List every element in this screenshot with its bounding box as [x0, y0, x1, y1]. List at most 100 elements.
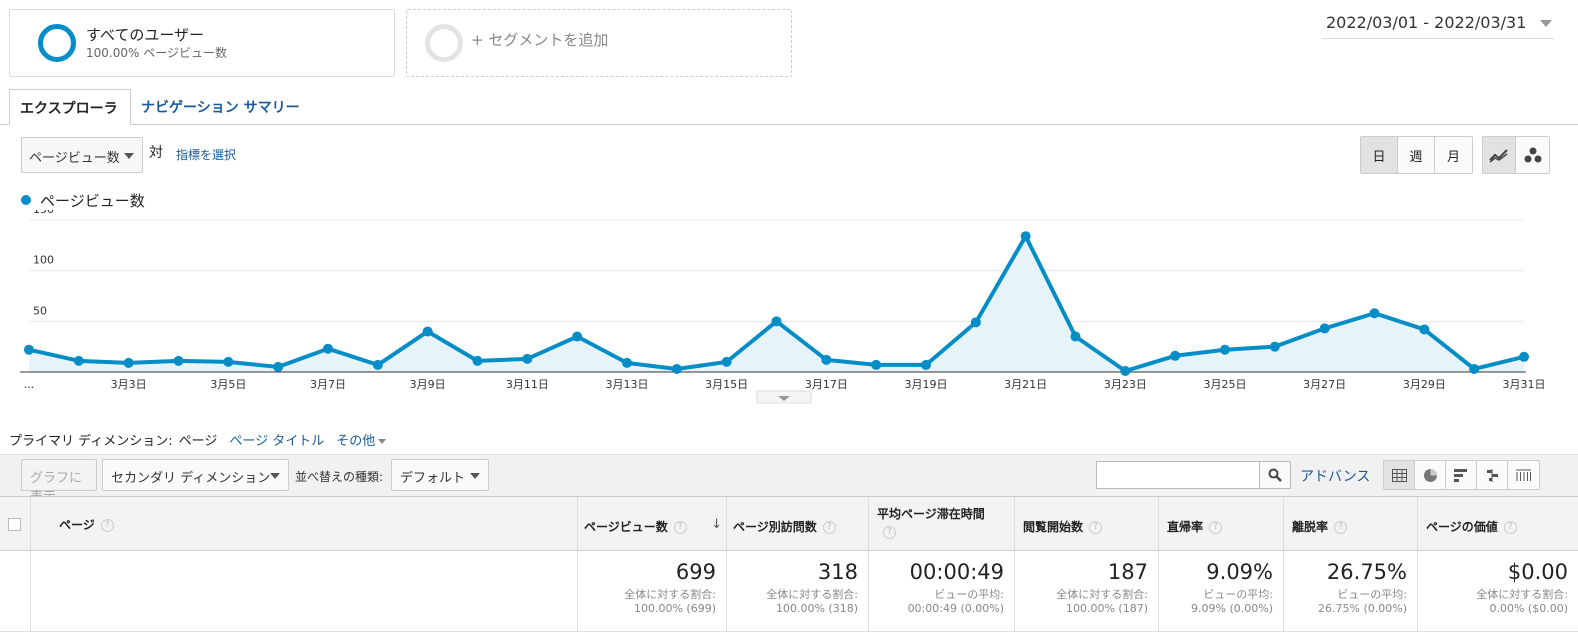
advanced-filter-link[interactable]: アドバンス [1300, 469, 1371, 485]
totals-exit-rate-sub1: ビューの平均: [1337, 588, 1407, 601]
header-exit-rate-label: 離脱率 [1292, 520, 1329, 534]
x-tick-label: 3月5日 [210, 378, 246, 391]
data-point [1269, 341, 1280, 352]
totals-entrances-sub: 全体に対する割合: 100.00% (187) [1056, 588, 1148, 616]
table-view-button[interactable] [1384, 461, 1415, 489]
totals-avg-time-sub: ビューの平均: 00:00:49 (0.00%) [908, 588, 1004, 616]
period-week-button[interactable]: 週 [1398, 137, 1435, 173]
help-icon[interactable]: ? [1334, 521, 1348, 534]
x-tick-label: 3月17日 [805, 378, 848, 391]
pivot-view-icon [1516, 469, 1531, 481]
plot-rows-button[interactable]: グラフに表示 [21, 459, 97, 505]
table-search-input[interactable] [1096, 461, 1260, 489]
data-point [323, 343, 333, 354]
legend-dot [21, 195, 31, 205]
segment-title: すべてのユーザー [86, 26, 205, 44]
totals-avg-time-value: 00:00:49 [909, 560, 1004, 584]
sort-type-label: 並べ替えの種類: [295, 470, 384, 484]
pie-view-button[interactable] [1415, 461, 1446, 489]
totals-unique-pageviews: 318 全体に対する割合: 100.00% (318) [726, 551, 868, 631]
header-entrances-label: 閲覧開始数 [1023, 520, 1084, 534]
period-day-button[interactable]: 日 [1361, 137, 1398, 173]
tab-divider [0, 124, 1578, 125]
x-tick-label: 3月3日 [111, 378, 147, 391]
data-point [1020, 231, 1031, 242]
help-icon[interactable]: ? [1503, 521, 1517, 534]
metric-select[interactable]: ページビュー数 [21, 137, 143, 173]
line-chart-button[interactable] [1483, 137, 1516, 173]
help-icon[interactable]: ? [100, 519, 114, 532]
header-bounce-rate[interactable]: 直帰率? [1158, 497, 1283, 550]
help-icon[interactable]: ? [1089, 521, 1103, 534]
metric-select-value: ページビュー数 [29, 151, 120, 166]
primary-dimension-other[interactable]: その他 [336, 434, 387, 449]
data-point [821, 354, 832, 365]
select-metric-link[interactable]: 指標を選択 [176, 148, 237, 162]
data-point [273, 361, 284, 372]
x-tick-label: 3月25日 [1204, 378, 1247, 391]
pivot-view-button[interactable] [1508, 461, 1539, 489]
help-icon[interactable]: ? [1209, 521, 1223, 534]
data-point [671, 363, 682, 374]
totals-pageviews-sub: 全体に対する割合: 100.00% (699) [624, 588, 716, 616]
tab-navigation-summary[interactable]: ナビゲーション サマリー [141, 100, 300, 116]
chevron-down-icon [1540, 20, 1552, 27]
totals-exit-rate: 26.75% ビューの平均: 26.75% (0.00%) [1283, 551, 1417, 631]
header-pageviews-label: ページビュー数 [584, 520, 668, 534]
chevron-down-icon [778, 396, 790, 401]
segment-subtitle: 100.00% ページビュー数 [86, 46, 227, 60]
totals-avg-time-sub1: ビューの平均: [934, 588, 1004, 601]
header-page[interactable]: ページ? [30, 497, 578, 550]
table-view-group [1383, 460, 1540, 490]
primary-dimension-page-title[interactable]: ページ タイトル [229, 434, 325, 449]
header-entrances[interactable]: 閲覧開始数? [1014, 497, 1158, 550]
primary-dimension-page[interactable]: ページ [178, 434, 218, 449]
add-segment-button[interactable]: + セグメントを追加 [406, 9, 792, 77]
performance-view-button[interactable] [1446, 461, 1477, 489]
totals-bounce-rate-sub: ビューの平均: 9.09% (0.00%) [1191, 588, 1273, 616]
totals-page-value-sub2: 0.00% ($0.00) [1489, 602, 1568, 615]
totals-page-value-value: $0.00 [1507, 560, 1568, 584]
period-month-button[interactable]: 月 [1435, 137, 1472, 173]
table-header-row: ページ? ページビュー数? ↓ ページ別訪問数? 平均ページ滞在時間? 閲覧開始… [0, 496, 1578, 551]
data-point [472, 355, 483, 366]
data-point [1469, 363, 1480, 374]
header-unique-pageviews[interactable]: ページ別訪問数? [726, 497, 868, 550]
primary-dimension-label: プライマリ ディメンション: [9, 434, 173, 449]
date-range-picker[interactable]: 2022/03/01 - 2022/03/31 [1322, 11, 1554, 39]
totals-pageviews: 699 全体に対する割合: 100.00% (699) [577, 551, 726, 631]
comparison-view-button[interactable] [1477, 461, 1508, 489]
chevron-down-icon [378, 439, 387, 444]
help-icon[interactable]: ? [673, 521, 687, 534]
x-tick-label: 3月29日 [1403, 378, 1446, 391]
select-all-checkbox[interactable] [8, 518, 21, 531]
data-point [1369, 308, 1380, 319]
totals-page-cell [30, 551, 578, 631]
tab-explorer[interactable]: エクスプローラ [9, 89, 131, 125]
chevron-down-icon [470, 473, 480, 479]
x-tick-label: 3月31日 [1503, 378, 1546, 391]
secondary-dimension-select[interactable]: セカンダリ ディメンション [102, 459, 289, 491]
help-icon[interactable]: ? [822, 521, 836, 534]
header-page-value[interactable]: ページの価値? [1417, 497, 1578, 550]
y-tick-label: 100 [33, 254, 54, 267]
header-pageviews[interactable]: ページビュー数? ↓ [577, 497, 726, 550]
data-point [422, 326, 433, 337]
help-icon[interactable]: ? [883, 526, 896, 539]
period-button-group: 日 週 月 [1360, 136, 1473, 174]
header-avg-time[interactable]: 平均ページ滞在時間? [868, 497, 1014, 550]
data-point [372, 359, 383, 370]
header-unique-pageviews-label: ページ別訪問数 [733, 520, 817, 534]
motion-chart-button[interactable] [1516, 137, 1549, 173]
sort-type-select[interactable]: デフォルト [391, 459, 489, 491]
segment-all-users[interactable]: すべてのユーザー 100.00% ページビュー数 [9, 9, 395, 77]
data-point [771, 316, 782, 327]
segment-placeholder-icon [425, 24, 463, 62]
data-point [123, 357, 134, 368]
header-exit-rate[interactable]: 離脱率? [1283, 497, 1417, 550]
x-tick-label: 3月19日 [905, 378, 948, 391]
table-view-icon [1391, 468, 1407, 482]
data-point [871, 359, 882, 370]
search-button[interactable] [1259, 461, 1291, 489]
table-toolbar: グラフに表示 セカンダリ ディメンション 並べ替えの種類: デフォルト アドバン… [0, 454, 1578, 505]
